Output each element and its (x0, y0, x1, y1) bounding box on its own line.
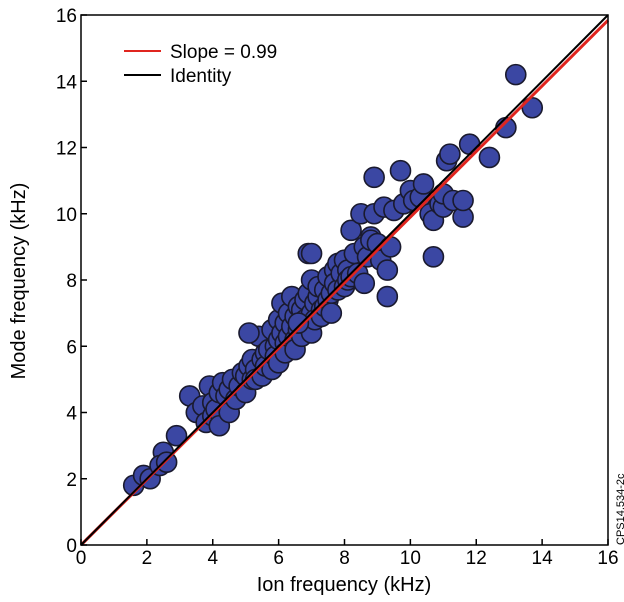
y-tick-label: 4 (66, 404, 77, 425)
data-point (340, 219, 362, 242)
x-tick-label: 10 (400, 548, 421, 569)
x-tick-label: 0 (76, 548, 87, 569)
fit-lines (79, 14, 610, 547)
x-tick-label: 16 (597, 548, 618, 569)
x-tick-label: 2 (142, 548, 153, 569)
data-points (122, 63, 544, 497)
y-axis-title: Mode frequency (kHz) (8, 183, 30, 380)
y-tick-label: 12 (56, 139, 77, 160)
figure-id-stamp: CPS14.534-2c (615, 473, 624, 545)
y-tick-label: 16 (56, 6, 77, 27)
legend-label-slope: Slope = 0.99 (170, 42, 277, 63)
x-tick-label: 14 (532, 548, 554, 569)
x-tick-label: 12 (466, 548, 487, 569)
data-point (300, 242, 323, 265)
data-point (504, 63, 527, 86)
data-point (320, 302, 343, 324)
x-axis-title: Ion frequency (kHz) (257, 574, 432, 596)
legend-label-identity: Identity (170, 66, 232, 87)
y-tick-label: 10 (56, 205, 77, 226)
y-tick-label: 2 (66, 470, 77, 491)
data-point (376, 285, 399, 308)
data-point (389, 159, 412, 182)
identity-line (80, 14, 609, 546)
data-point (422, 246, 445, 268)
x-tick-label: 4 (207, 548, 218, 569)
data-point (238, 322, 260, 344)
y-tick-label: 0 (66, 536, 77, 557)
data-point (478, 146, 501, 169)
data-point (452, 189, 474, 212)
axis-ticks: 0 2 4 6 8 10 12 14 16 0 2 4 6 8 10 12 14 16 (56, 6, 619, 569)
y-tick-label: 6 (66, 337, 77, 358)
data-point (363, 166, 385, 189)
legend: Slope = 0.99 Identity (124, 42, 277, 87)
x-tick-label: 6 (273, 548, 284, 569)
data-point (412, 173, 435, 195)
data-point (439, 143, 461, 165)
data-point (376, 259, 399, 281)
data-point (165, 424, 188, 447)
y-tick-label: 14 (56, 72, 78, 93)
y-tick-label: 8 (66, 271, 77, 292)
data-point (353, 272, 376, 295)
data-point (155, 451, 178, 473)
x-tick-label: 8 (339, 548, 350, 569)
data-point (287, 312, 310, 334)
